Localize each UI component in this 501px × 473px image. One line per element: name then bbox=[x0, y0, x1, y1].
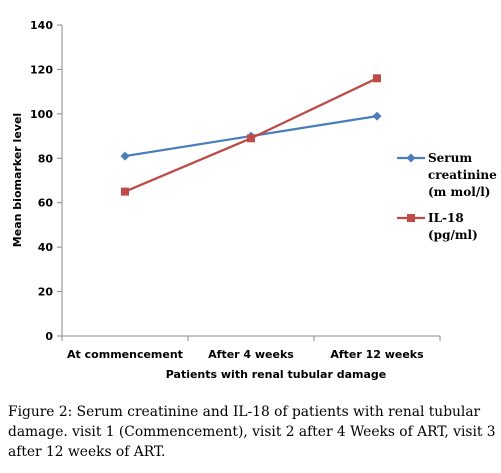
y-tick-label: 120 bbox=[30, 63, 53, 76]
series-layer bbox=[120, 74, 382, 196]
x-axis-ticks: At commencement After 4 weeks After 12 wee… bbox=[61, 336, 441, 361]
legend-label-line: (m mol/l) bbox=[428, 185, 490, 199]
y-tick-label: 80 bbox=[38, 152, 54, 165]
data-point bbox=[372, 111, 382, 121]
x-axis-title: Patients with renal tubular damage bbox=[166, 368, 387, 381]
y-axis-title: Mean biomarker level bbox=[11, 113, 24, 247]
data-point bbox=[121, 187, 129, 196]
y-tick-label: 40 bbox=[38, 241, 54, 254]
series-2 bbox=[121, 74, 381, 196]
legend-marker bbox=[407, 214, 415, 222]
legend-label-line: creatinine bbox=[428, 168, 497, 182]
legend-label-line: (pg/ml) bbox=[428, 228, 478, 242]
y-tick-label: 60 bbox=[38, 197, 54, 210]
y-tick-label: 0 bbox=[45, 330, 53, 343]
legend-label: Serum creatinine (m mol/l) bbox=[428, 151, 497, 199]
legend-entry-1: Serum creatinine (m mol/l) bbox=[397, 151, 497, 199]
y-tick-label: 20 bbox=[38, 286, 54, 299]
axes bbox=[61, 25, 440, 337]
x-tick-label: After 4 weeks bbox=[208, 348, 294, 361]
line-chart: 0 20 40 60 80 100 120 140 At commencement After … bbox=[11, 19, 497, 381]
data-point bbox=[373, 74, 381, 83]
legend: Serum creatinine (m mol/l) IL-18 (pg/ml) bbox=[397, 151, 497, 242]
x-tick-label: At commencement bbox=[67, 348, 183, 361]
legend-entry-2: IL-18 (pg/ml) bbox=[397, 211, 478, 242]
legend-marker bbox=[406, 153, 416, 163]
caption-text: Serum creatinine and IL-18 of patients w… bbox=[8, 404, 496, 460]
data-point bbox=[247, 134, 255, 143]
legend-label-line: IL-18 bbox=[428, 211, 464, 225]
figure-caption: Figure 2: Serum creatinine and IL-18 of … bbox=[8, 402, 498, 462]
legend-label-line: Serum bbox=[428, 151, 472, 165]
legend-label: IL-18 (pg/ml) bbox=[428, 211, 478, 242]
y-tick-label: 140 bbox=[30, 19, 53, 32]
caption-label: Figure 2: bbox=[8, 404, 73, 420]
data-point bbox=[120, 151, 130, 161]
y-axis-ticks: 0 20 40 60 80 100 120 140 bbox=[30, 19, 62, 343]
y-tick-label: 100 bbox=[30, 108, 53, 121]
x-tick-label: After 12 weeks bbox=[330, 348, 424, 361]
